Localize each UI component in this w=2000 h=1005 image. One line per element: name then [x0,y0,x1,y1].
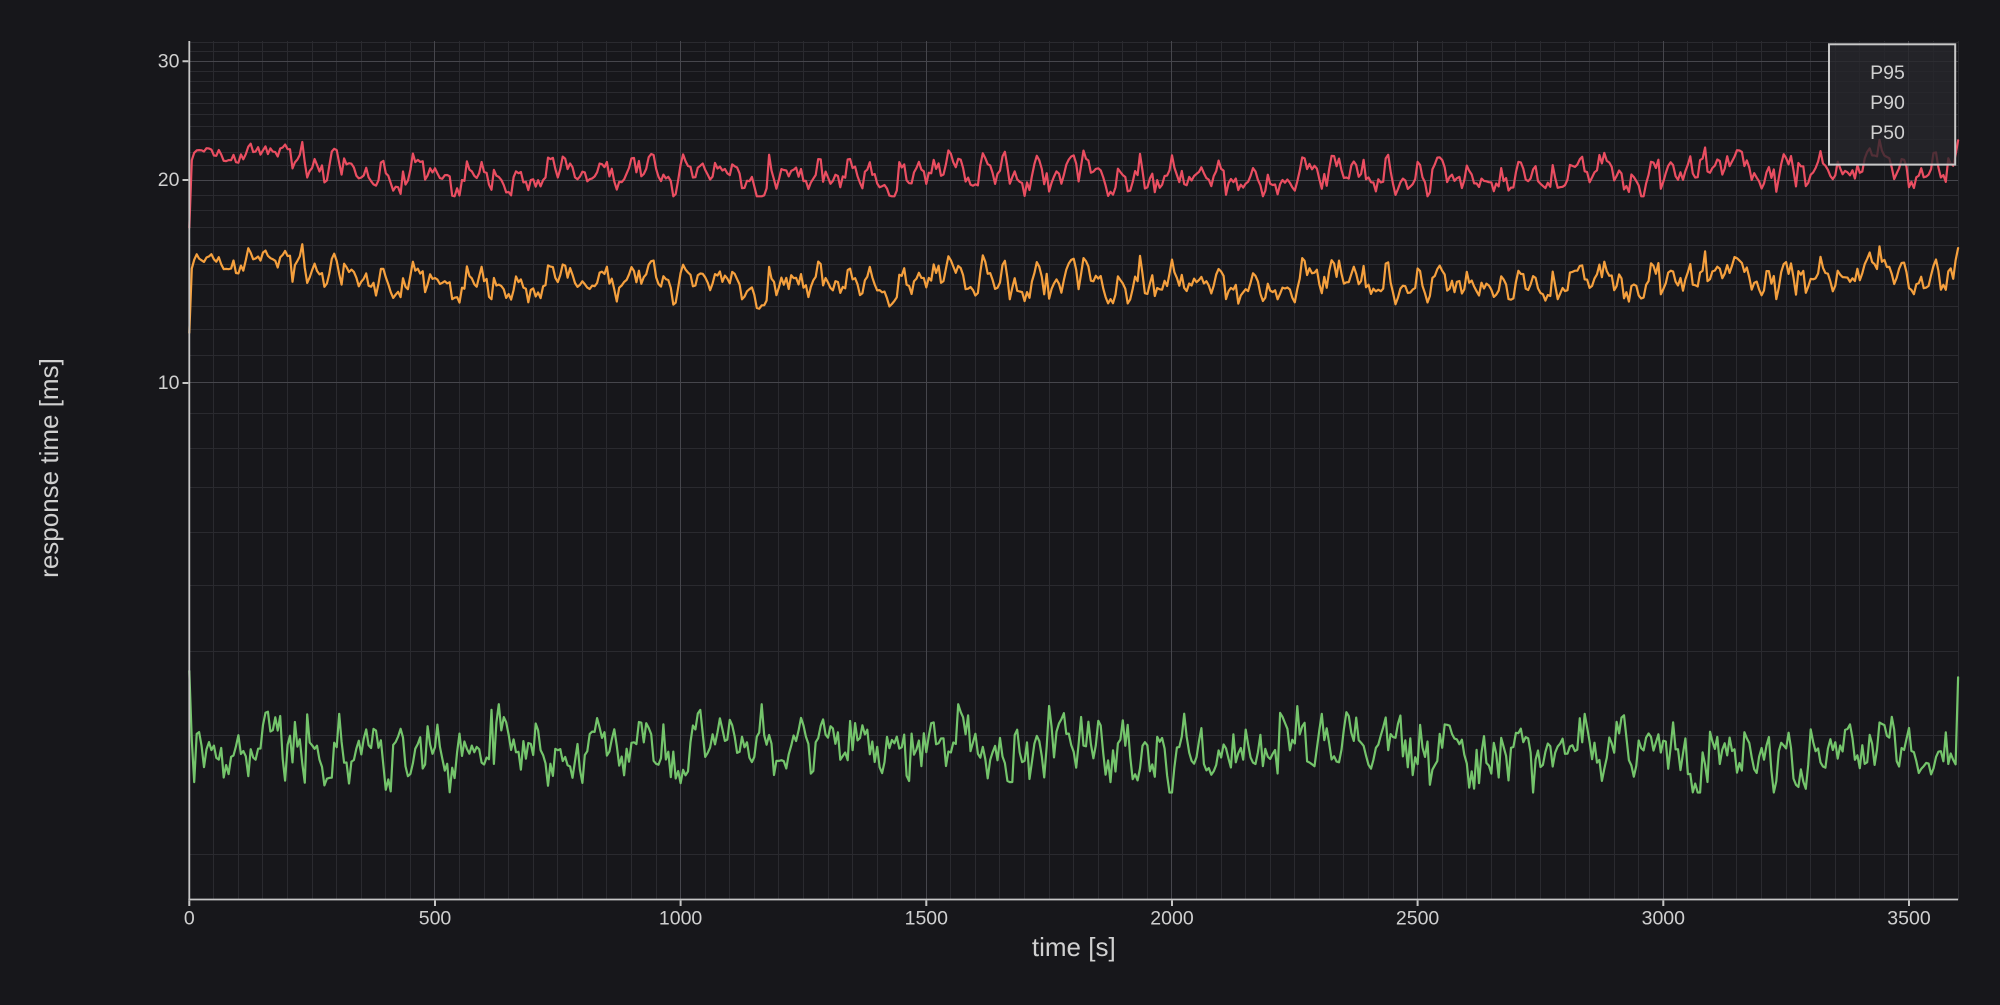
svg-text:2500: 2500 [1396,908,1440,930]
svg-text:1500: 1500 [905,908,949,930]
svg-text:500: 500 [419,908,452,930]
svg-text:10: 10 [158,372,180,394]
svg-text:3000: 3000 [1642,908,1686,930]
svg-text:0: 0 [184,908,195,930]
svg-text:20: 20 [158,169,180,191]
svg-text:response time [ms]: response time [ms] [34,358,64,578]
svg-text:P95: P95 [1870,62,1905,84]
svg-text:P50: P50 [1870,122,1905,144]
svg-text:time [s]: time [s] [1032,932,1116,962]
svg-text:2000: 2000 [1150,908,1194,930]
svg-text:3500: 3500 [1887,908,1931,930]
svg-text:30: 30 [158,50,180,72]
svg-text:1000: 1000 [659,908,703,930]
svg-text:P90: P90 [1870,92,1905,114]
